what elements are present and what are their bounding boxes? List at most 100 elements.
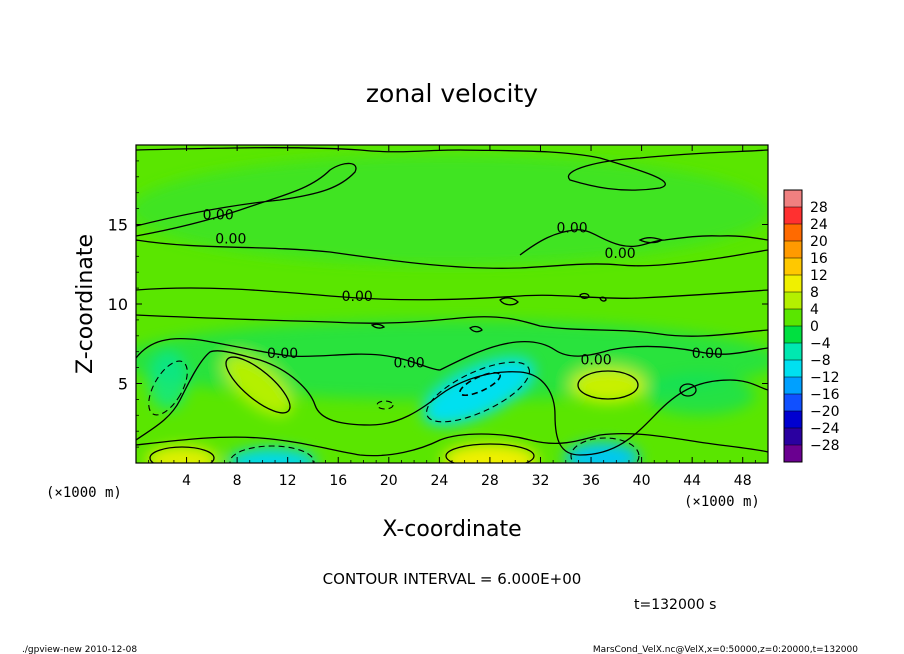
field-blob-right-max xyxy=(570,367,646,403)
contour-labels: 0.00 0.00 0.00 0.00 0.00 0.00 0.00 0.00 0.00 xyxy=(203,208,723,372)
contour-label: 0.00 xyxy=(556,220,587,236)
contour-neg-small xyxy=(376,400,394,410)
x-tick-label: 28 xyxy=(481,473,499,489)
colorbar-swatch xyxy=(784,394,802,411)
colorbar-swatch xyxy=(784,224,802,241)
colorbar-swatch xyxy=(784,258,802,275)
contour-right-max xyxy=(577,370,639,400)
colorbar-label: 4 xyxy=(810,302,819,318)
colorbar-swatch xyxy=(784,241,802,258)
colorbar-label: −24 xyxy=(810,421,840,437)
colorbar-label: −16 xyxy=(810,387,840,403)
field-blob-right-mid xyxy=(645,375,755,415)
contour-top xyxy=(136,147,768,191)
field-blob-center-min xyxy=(422,358,534,426)
y-tick-label: 15 xyxy=(108,216,128,235)
x-tick-label: 16 xyxy=(329,473,347,489)
colorbar-swatch xyxy=(784,326,802,343)
zero-contours xyxy=(136,147,768,463)
contour-label: 0.00 xyxy=(692,346,723,362)
plot-area: 0.00 0.00 0.00 0.00 0.00 0.00 0.00 0.00 0.00 xyxy=(136,145,768,463)
contour-z11 xyxy=(136,287,768,301)
contour-label: 0.00 xyxy=(342,289,373,305)
colorbar-label: −20 xyxy=(810,404,840,420)
x-tick-label: 4 xyxy=(182,473,191,489)
colorbar-swatch xyxy=(784,292,802,309)
field-blob-bottom-max-28 xyxy=(442,444,538,463)
contour-neg-center xyxy=(425,361,531,423)
field-blob-bottom-max-4 xyxy=(146,446,218,463)
field-blob-left-max xyxy=(223,353,293,417)
x-tick-label: 24 xyxy=(430,473,448,489)
colorbar-swatch xyxy=(784,428,802,445)
field-blob-bottom-min-11 xyxy=(227,448,317,463)
colorbar-label: −28 xyxy=(810,438,840,454)
x-tick-label: 40 xyxy=(633,473,651,489)
contour-label: 0.00 xyxy=(581,352,612,368)
negative-contours xyxy=(148,360,640,463)
contour-z7 xyxy=(136,337,768,371)
colorbar-swatch xyxy=(784,309,802,326)
x-tick-label: 12 xyxy=(279,473,297,489)
time-text: t=132000 s xyxy=(634,597,716,613)
colorbar-swatch xyxy=(784,360,802,377)
footer-left: ./gpview-new 2010-12-08 xyxy=(22,645,137,654)
contour-neg-center-inner xyxy=(459,371,501,397)
contour-upper-wave xyxy=(136,162,357,237)
x-tick-label: 32 xyxy=(532,473,550,489)
contour-z14 xyxy=(136,239,768,269)
colorbar-label: −8 xyxy=(810,353,831,369)
colorbar-label: 24 xyxy=(810,217,828,233)
contour-neg-bottom-11 xyxy=(229,445,315,463)
footer-right: MarsCond_VelX.nc@VelX,x=0:50000,z=0:2000… xyxy=(593,645,858,654)
field-blob-upper-green xyxy=(136,155,768,265)
x-tick-label: 20 xyxy=(380,473,398,489)
colorbar-swatch xyxy=(784,207,802,224)
colorbar-swatch xyxy=(784,445,802,462)
contour-bottom xyxy=(136,433,768,457)
colorbar-swatch xyxy=(784,377,802,394)
contour-label: 0.00 xyxy=(203,208,234,224)
field-blob-left-min xyxy=(148,350,188,410)
chart-title: zonal velocity xyxy=(366,79,538,108)
colorbar-swatch xyxy=(784,190,802,207)
colorbar-label: 0 xyxy=(810,319,819,335)
x-tick-label: 48 xyxy=(734,473,752,489)
x-axis-ticks: 4 8 12 16 20 24 28 32 36 40 44 48 xyxy=(148,145,756,489)
x-unit-label-left: (×1000 m) xyxy=(46,485,122,501)
y-tick-label: 5 xyxy=(118,375,128,394)
contour-label: 0.00 xyxy=(267,346,298,362)
contour-z5-left xyxy=(136,350,441,441)
contour-small-oval xyxy=(679,383,697,397)
colorbar-swatch xyxy=(784,411,802,428)
contour-z5-right xyxy=(439,371,768,456)
colorbar-label: 20 xyxy=(810,234,828,250)
contour-islands xyxy=(370,237,664,333)
contour-neg-left xyxy=(148,360,188,416)
field-blobs xyxy=(136,155,768,463)
contour-label: 0.00 xyxy=(393,356,424,372)
x-unit-label-right: (×1000 m) xyxy=(684,494,760,510)
y-tick-label: 10 xyxy=(108,295,128,314)
x-axis-label: X-coordinate xyxy=(382,517,521,542)
colorbar-swatch xyxy=(784,343,802,360)
colorbar-label: 28 xyxy=(810,200,828,216)
contour-label: 0.00 xyxy=(215,232,246,248)
colorbar-label: 16 xyxy=(810,251,828,267)
colorbar-label: 8 xyxy=(810,285,819,301)
colorbar-label: −4 xyxy=(810,336,831,352)
contour-neg-bottom-37 xyxy=(570,437,640,463)
contour-label: 0.00 xyxy=(605,246,636,262)
contour-z9 xyxy=(136,314,768,337)
y-axis-ticks: 5 10 15 xyxy=(108,160,768,448)
colorbar-label: −12 xyxy=(810,370,840,386)
x-tick-label: 8 xyxy=(233,473,242,489)
contour-left-6 xyxy=(149,446,215,463)
x-tick-label: 44 xyxy=(683,473,701,489)
contour-center-6 xyxy=(445,443,535,463)
contour-left-max xyxy=(225,356,291,414)
y-axis-label: Z-coordinate xyxy=(73,234,98,374)
colorbar-label: 12 xyxy=(810,268,828,284)
